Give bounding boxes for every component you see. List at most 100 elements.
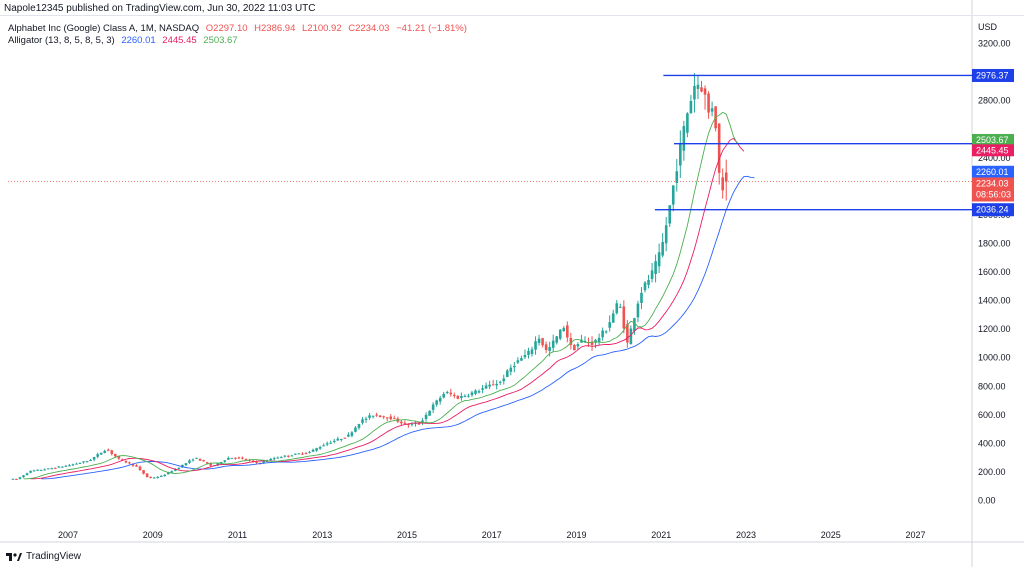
candle-body <box>15 478 18 480</box>
candle-body <box>537 338 541 344</box>
candle-body <box>590 341 594 345</box>
candle-body <box>202 460 205 462</box>
candle-body <box>241 457 244 459</box>
candle-body <box>382 416 385 418</box>
candle-body <box>318 447 322 449</box>
y-tick-label: 1600.00 <box>978 267 1011 277</box>
candle-body <box>163 474 167 477</box>
jaw-value: 2260.01 <box>121 35 156 46</box>
candle-body <box>315 448 318 451</box>
candle-body <box>544 344 548 351</box>
candle-body <box>417 423 421 425</box>
price-tag <box>972 165 1014 178</box>
candle-body <box>403 422 407 424</box>
candle-body <box>209 463 212 466</box>
symbol-legend: Alphabet Inc (Google) Class A, 1M, NASDA… <box>8 23 467 35</box>
candle-body <box>191 459 195 461</box>
candle-body <box>385 417 389 419</box>
candle-body <box>453 394 456 396</box>
candle-body <box>71 464 75 466</box>
candle-body <box>237 457 241 459</box>
low-value: L2100.92 <box>302 23 342 34</box>
candle-body <box>686 113 689 133</box>
candle-body <box>389 416 393 420</box>
candle-body <box>608 322 611 328</box>
x-tick-label: 2013 <box>312 530 332 540</box>
candle-body <box>661 241 664 256</box>
candle-body <box>555 336 559 343</box>
candle-body <box>156 476 159 478</box>
candle-body <box>445 391 449 394</box>
x-tick-label: 2017 <box>482 530 502 540</box>
candle-body <box>184 463 188 466</box>
candle-body <box>43 469 46 471</box>
price-tag-value: 2445.45 <box>976 145 1009 155</box>
candle-body <box>530 349 534 355</box>
candle-body <box>375 414 378 416</box>
price-tag-value: 2234.03 <box>976 178 1009 188</box>
candle-body <box>371 415 375 417</box>
candle-body <box>92 457 96 460</box>
y-tick-label: 0.00 <box>978 496 996 506</box>
candle-body <box>170 471 174 473</box>
price-tag <box>972 177 1014 202</box>
candle-body <box>407 423 410 426</box>
brand-name: TradingView <box>26 551 82 562</box>
alligator-lips-line <box>23 111 738 480</box>
candle-body <box>449 392 453 395</box>
candle-body <box>597 337 601 343</box>
candle-body <box>290 455 294 457</box>
candle-body <box>332 440 336 442</box>
high-value: H2386.94 <box>254 23 296 34</box>
candle-body <box>703 88 707 95</box>
candle-body <box>195 457 198 459</box>
horizontal-line-value: 2036.24 <box>976 205 1009 215</box>
candle-body <box>640 292 643 303</box>
change-value: −41.21 (−1.81%) <box>396 23 467 34</box>
tradingview-logo-icon <box>6 552 22 561</box>
candle-body <box>181 464 184 468</box>
horizontal-line-tag <box>972 203 1014 217</box>
candle-body <box>11 478 15 480</box>
candle-body <box>269 458 272 461</box>
candle-body <box>149 476 152 478</box>
candle-body <box>216 462 220 465</box>
x-tick-label: 2027 <box>905 530 925 540</box>
candle-body <box>78 462 82 464</box>
candle-body <box>357 424 361 428</box>
candle-body <box>650 270 654 279</box>
candle-body <box>32 470 36 472</box>
y-tick-label: 1200.00 <box>978 324 1011 334</box>
candles <box>11 73 728 480</box>
candle-body <box>513 365 516 368</box>
candle-body <box>633 318 636 332</box>
candle-body <box>85 461 89 463</box>
candle-body <box>106 449 110 451</box>
candle-body <box>124 460 128 463</box>
candle-body <box>618 306 622 308</box>
candle-body <box>626 324 629 343</box>
candle-body <box>679 142 682 166</box>
candle-body <box>174 469 177 471</box>
countdown-value: 08:56:03 <box>976 189 1011 199</box>
candle-body <box>311 449 315 452</box>
candle-body <box>724 172 728 182</box>
candle-body <box>558 329 562 339</box>
candle-body <box>664 225 668 244</box>
candle-body <box>18 477 22 479</box>
y-tick-label: 800.00 <box>978 381 1006 391</box>
candle-body <box>99 452 103 455</box>
candle-body <box>117 456 121 459</box>
candle-body <box>505 370 509 377</box>
candle-body <box>251 460 255 462</box>
candle-body <box>629 328 633 345</box>
candle-body <box>262 461 265 463</box>
candle-body <box>304 452 308 454</box>
candle-body <box>541 338 544 346</box>
y-tick-label: 600.00 <box>978 410 1006 420</box>
candle-body <box>301 453 304 455</box>
publish-info: Napole12345 published on TradingView.com… <box>4 3 316 15</box>
brand-footer[interactable]: TradingView <box>6 551 81 562</box>
